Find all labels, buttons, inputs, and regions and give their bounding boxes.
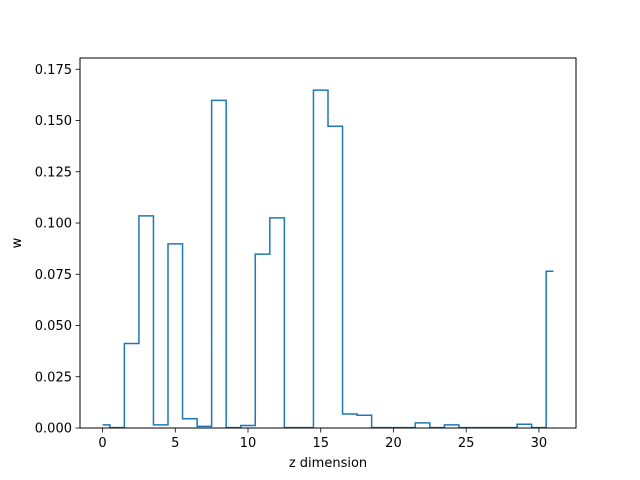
- x-axis-label: z dimension: [289, 456, 367, 471]
- y-tick-label: 0.025: [35, 370, 72, 385]
- y-axis-label: w: [10, 237, 25, 248]
- y-axis-ticks: 0.000 0.025 0.050 0.075 0.100 0.125 0.150 0.175: [35, 63, 80, 437]
- y-tick-label: 0.150: [35, 114, 72, 129]
- y-tick-label: 0.000: [35, 422, 72, 437]
- x-tick-label: 25: [458, 436, 475, 451]
- y-tick-label: 0.050: [35, 319, 72, 334]
- y-tick-label: 0.075: [35, 268, 72, 283]
- y-tick-label: 0.125: [35, 165, 72, 180]
- x-tick-label: 15: [312, 436, 329, 451]
- y-tick-label: 0.175: [35, 63, 72, 78]
- x-tick-label: 0: [98, 436, 106, 451]
- x-tick-label: 30: [531, 436, 548, 451]
- x-tick-label: 5: [171, 436, 179, 451]
- axes-frame: [79, 57, 577, 429]
- x-tick-label: 10: [240, 436, 257, 451]
- x-tick-label: 20: [385, 436, 402, 451]
- y-tick-label: 0.100: [35, 217, 72, 232]
- x-axis-ticks: 0 5 10 15 20 25 30: [98, 428, 547, 451]
